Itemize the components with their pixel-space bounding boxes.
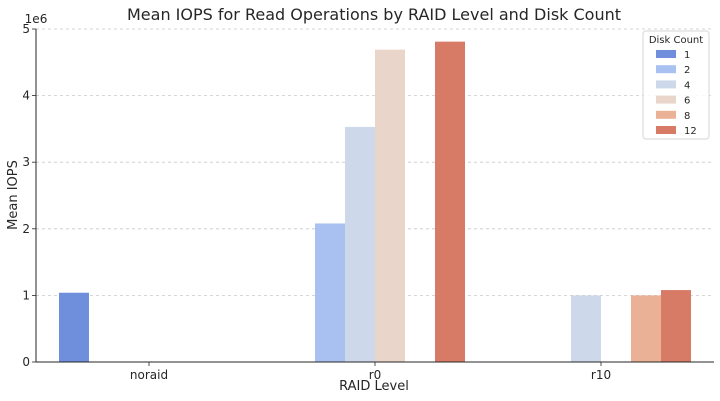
legend-swatch-12 [656,126,676,134]
y-ticks: 0 1 2 3 4 5 [22,22,36,369]
legend-swatch-1 [656,50,676,58]
bar-r10-disks-12 [661,290,691,362]
legend-title: Disk Count [649,35,703,46]
legend-label-6: 6 [684,96,690,107]
legend-swatch-2 [656,65,676,74]
legend-swatch-8 [656,110,676,119]
y-tick-label: 0 [22,355,30,369]
legend-swatch-6 [656,95,676,104]
bars [59,41,691,363]
legend-label-12: 12 [684,126,697,137]
x-ticks: noraid r0 r10 [130,362,611,382]
legend-swatch-4 [656,80,676,89]
bar-r10-disks-8 [631,295,661,362]
bar-r0-disks-4 [345,126,375,362]
x-axis-label: RAID Level [339,379,409,394]
x-tick-label-r0: r0 [369,368,382,382]
bar-r0-disks-2 [315,223,345,362]
y-tick-label: 4 [22,89,30,103]
bar-r0-disks-12 [435,41,465,363]
bar-r0-disks-6 [375,49,405,363]
chart-title: Mean IOPS for Read Operations by RAID Le… [127,5,621,24]
legend-label-4: 4 [684,80,690,91]
bar-noraid-disks-1 [59,292,89,362]
legend-label-1: 1 [684,50,690,61]
legend-label-2: 2 [684,65,690,76]
y-tick-label: 2 [22,222,30,236]
y-tick-label: 3 [22,155,30,169]
bar-r10-disks-4 [571,295,601,362]
y-axis-label: Mean IOPS [6,160,21,230]
x-tick-label-noraid: noraid [130,368,168,382]
x-tick-label-r10: r10 [591,368,611,382]
y-offset-label: 1e6 [25,12,48,26]
y-tick-label: 1 [22,288,30,302]
legend-label-8: 8 [684,111,690,122]
y-tick-label: 5 [22,22,30,36]
